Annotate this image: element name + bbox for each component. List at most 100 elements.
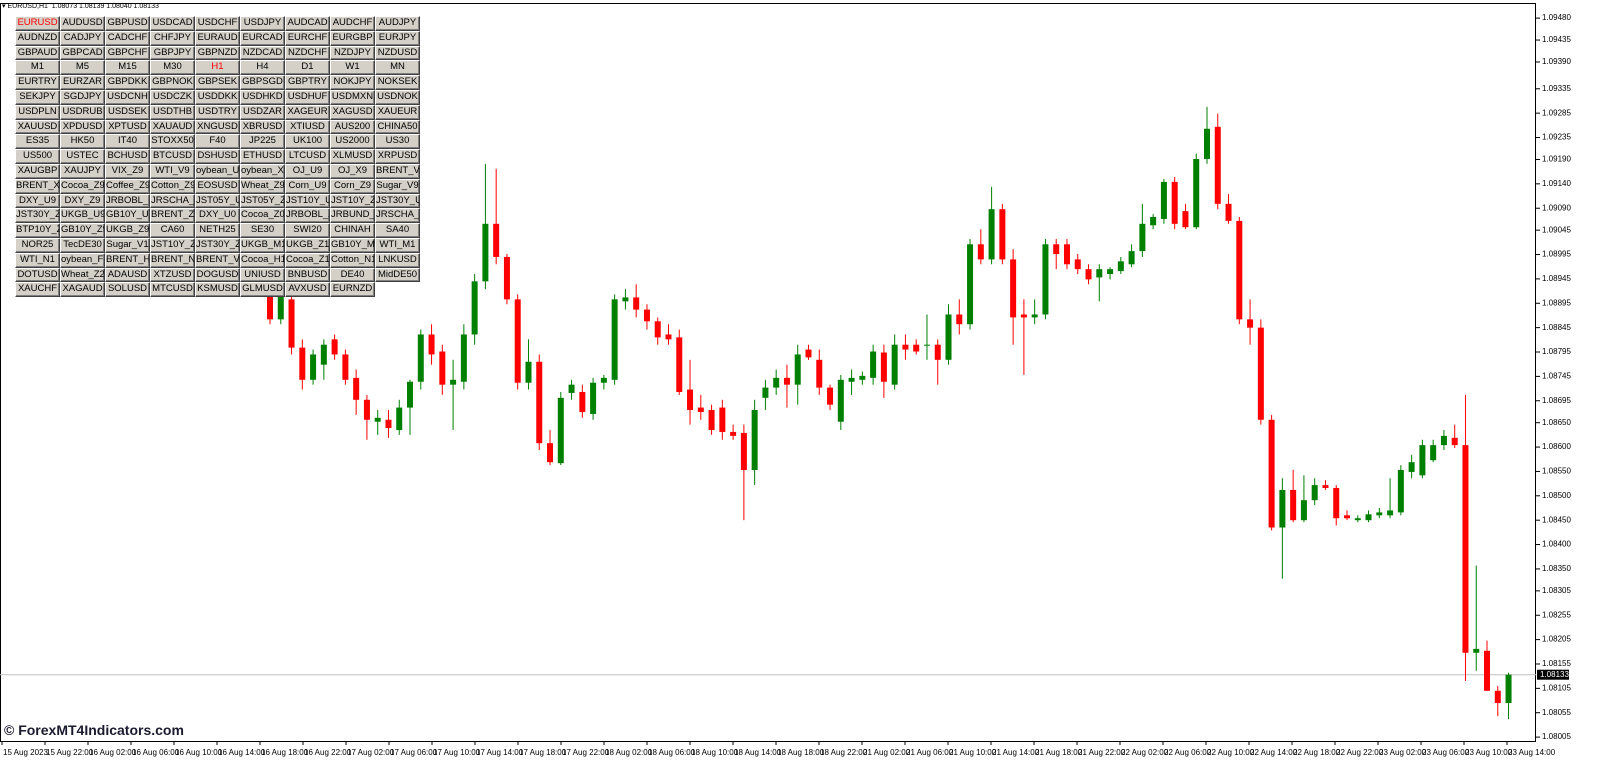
symbol-button[interactable]: USDZAR [240, 104, 285, 120]
symbol-button[interactable]: DSHUSD [195, 149, 240, 164]
symbol-button[interactable]: GBPAUD [15, 45, 60, 61]
symbol-button[interactable]: H1 [195, 60, 240, 76]
symbol-button[interactable]: EURAUD [195, 30, 240, 46]
symbol-button[interactable]: XTIUSD [285, 119, 330, 135]
symbol-button[interactable]: AUDCHF [330, 16, 375, 31]
symbol-button[interactable]: GB10Y_U9 [105, 208, 150, 224]
symbol-button[interactable]: CA60 [150, 223, 195, 238]
symbol-button[interactable]: ETHUSD [240, 149, 285, 164]
symbol-button[interactable]: MTCUSD [150, 282, 195, 298]
dropdown-arrow[interactable]: ▾ [2, 3, 8, 10]
symbol-button[interactable]: Cocoa_H1 [240, 252, 285, 268]
symbol-button[interactable]: Cocoa_Z0 [240, 208, 285, 224]
symbol-button[interactable]: BCHUSD [105, 149, 150, 164]
symbol-button[interactable]: XAGEUR [285, 104, 330, 120]
symbol-button[interactable]: EURCHF [285, 30, 330, 46]
symbol-button[interactable]: UKGB_U9 [60, 208, 105, 224]
symbol-button[interactable]: XPTUSD [105, 119, 150, 135]
symbol-button[interactable]: Sugar_V9 [375, 178, 420, 194]
symbol-button[interactable]: XAGAUD [60, 282, 105, 298]
symbol-button[interactable]: Cocoa_Z9 [60, 178, 105, 194]
symbol-button[interactable]: BRENT_N1 [150, 252, 195, 268]
symbol-button[interactable]: AUDJPY [375, 16, 420, 31]
symbol-button[interactable]: oybean_X9 [240, 163, 285, 179]
symbol-button[interactable]: NZDCHF [285, 45, 330, 61]
symbol-button[interactable]: USDHUF [285, 89, 330, 105]
symbol-button[interactable]: UNIUSD [240, 267, 285, 283]
symbol-button[interactable]: USDCZK [150, 89, 195, 105]
symbol-button[interactable]: XBRUSD [240, 119, 285, 135]
symbol-button[interactable]: GBPNOK [150, 75, 195, 90]
symbol-button[interactable]: GBPNZD [195, 45, 240, 61]
symbol-button[interactable]: Cotton_Z9 [150, 178, 195, 194]
symbol-button[interactable]: USDDKK [195, 89, 240, 105]
symbol-button[interactable]: oybean_U9 [195, 163, 240, 179]
symbol-button[interactable]: JRSCHA_Z [375, 208, 420, 224]
symbol-button[interactable]: JRBUND_Z [330, 208, 375, 224]
symbol-button[interactable]: UKGB_Z9 [105, 223, 150, 238]
symbol-button[interactable]: XNGUSD [195, 119, 240, 135]
symbol-button[interactable]: CHFJPY [150, 30, 195, 46]
symbol-button[interactable]: XAUAUD [150, 119, 195, 135]
symbol-button[interactable]: KSMUSD [195, 282, 240, 298]
symbol-button[interactable]: F40 [195, 134, 240, 150]
symbol-button[interactable]: TecDE30 [60, 237, 105, 253]
symbol-button[interactable]: EURGBP [330, 30, 375, 46]
symbol-button[interactable]: EURTRY [15, 75, 60, 90]
symbol-button[interactable]: VIX_Z9 [105, 163, 150, 179]
symbol-button[interactable]: GBPJPY [150, 45, 195, 61]
symbol-button[interactable]: Cotton_N1 [330, 252, 375, 268]
symbol-button[interactable]: M1 [15, 60, 60, 76]
symbol-button[interactable]: BTCUSD [150, 149, 195, 164]
symbol-button[interactable]: XAUEUR [375, 104, 420, 120]
symbol-button[interactable]: OJ_U9 [285, 163, 330, 179]
symbol-button[interactable]: EURZAR [60, 75, 105, 90]
symbol-button[interactable]: NOKJPY [330, 75, 375, 90]
symbol-button[interactable]: GBPCAD [60, 45, 105, 61]
symbol-button[interactable]: WTI_N1 [15, 252, 60, 268]
symbol-button[interactable]: GBPUSD [105, 16, 150, 31]
symbol-button[interactable]: AUDNZD [15, 30, 60, 46]
symbol-button[interactable]: JRSCHA_U [150, 193, 195, 209]
symbol-button[interactable]: DXY_U9 [15, 193, 60, 209]
symbol-button[interactable]: USDCAD [150, 16, 195, 31]
symbol-button[interactable]: Wheat_Z2 [60, 267, 105, 283]
symbol-button[interactable]: GLMUSD [240, 282, 285, 298]
symbol-button[interactable]: DOTUSD [15, 267, 60, 283]
symbol-button[interactable]: EURJPY [375, 30, 420, 46]
symbol-button[interactable]: USDTHB [150, 104, 195, 120]
symbol-button[interactable]: D1 [285, 60, 330, 76]
symbol-button[interactable]: GBPSGD [240, 75, 285, 90]
symbol-button[interactable]: BRENT_H1 [105, 252, 150, 268]
symbol-button[interactable]: BNBUSD [285, 267, 330, 283]
symbol-button[interactable]: W1 [330, 60, 375, 76]
symbol-button[interactable]: JST05Y_Z9 [240, 193, 285, 209]
symbol-button[interactable]: XAGUSD [330, 104, 375, 120]
symbol-button[interactable]: GB10Y_Z9 [60, 223, 105, 238]
symbol-button[interactable]: M5 [60, 60, 105, 76]
symbol-button[interactable]: NOKSEK [375, 75, 420, 90]
symbol-button[interactable]: SE30 [240, 223, 285, 238]
symbol-button[interactable]: XRPUSD [375, 149, 420, 164]
symbol-button[interactable]: NETH25 [195, 223, 240, 238]
symbol-button[interactable]: WTI_M1 [375, 237, 420, 253]
symbol-button[interactable]: USDJPY [240, 16, 285, 31]
symbol-button[interactable]: LTCUSD [285, 149, 330, 164]
symbol-button[interactable]: UK100 [285, 134, 330, 150]
symbol-button[interactable]: CHINA50 [375, 119, 420, 135]
symbol-button[interactable]: NZDCAD [240, 45, 285, 61]
symbol-button[interactable]: Coffee_Z9 [105, 178, 150, 194]
symbol-button[interactable]: BRENT_V9 [375, 163, 420, 179]
symbol-button[interactable]: CHINAH [330, 223, 375, 238]
symbol-button[interactable]: IT40 [105, 134, 150, 150]
symbol-button[interactable]: JP225 [240, 134, 285, 150]
symbol-button[interactable]: US2000 [330, 134, 375, 150]
symbol-button[interactable]: USTEC [60, 149, 105, 164]
symbol-button[interactable]: JST30Y_Z9 [15, 208, 60, 224]
symbol-button[interactable]: ADAUSD [105, 267, 150, 283]
symbol-button[interactable]: GBPTRY [285, 75, 330, 90]
symbol-button[interactable]: SEKJPY [15, 89, 60, 105]
symbol-button[interactable]: EURUSD [15, 16, 60, 31]
symbol-button[interactable]: EURNZD [330, 282, 375, 298]
symbol-button[interactable]: AUDCAD [285, 16, 330, 31]
